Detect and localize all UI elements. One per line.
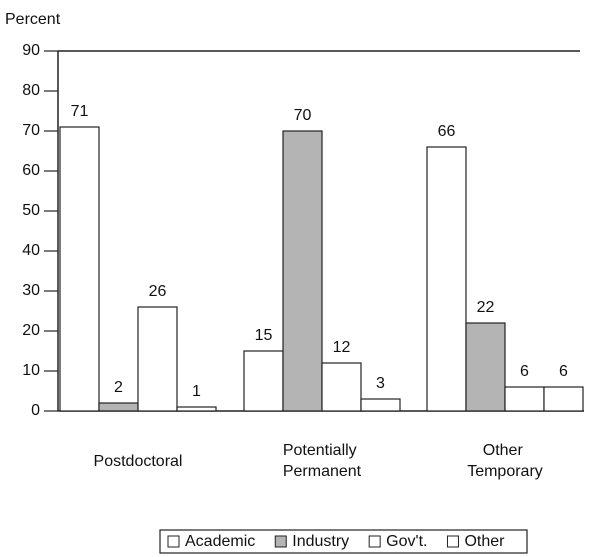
bar <box>426 146 467 412</box>
data-label: 66 <box>438 123 456 140</box>
y-axis-label: Percent <box>5 11 61 28</box>
y-tick-label: 90 <box>22 42 40 59</box>
bar <box>137 306 178 412</box>
data-label: 2 <box>114 379 123 396</box>
legend-swatch <box>167 535 180 548</box>
legend-label: Academic <box>185 533 255 550</box>
y-tick-label: 70 <box>22 122 40 139</box>
legend-label: Other <box>464 533 505 550</box>
data-label: 6 <box>520 363 529 380</box>
data-label: 3 <box>376 375 385 392</box>
data-label: 70 <box>294 107 312 124</box>
y-tick-label: 60 <box>22 162 40 179</box>
data-label: 15 <box>255 327 273 344</box>
bar <box>504 386 545 412</box>
data-label: 1 <box>192 383 201 400</box>
data-label: 12 <box>333 339 351 356</box>
y-tick-label: 50 <box>22 202 40 219</box>
data-label: 71 <box>71 103 89 120</box>
y-tick-label: 40 <box>22 242 40 259</box>
bar <box>360 398 401 412</box>
legend-label: Industry <box>292 533 349 550</box>
data-label: 26 <box>149 283 167 300</box>
y-tick-label: 0 <box>31 402 40 419</box>
x-tick-label: Other Temporary <box>467 442 543 480</box>
bar <box>465 322 506 412</box>
bar <box>321 362 362 412</box>
y-tick-label: 10 <box>22 362 40 379</box>
legend-box <box>159 529 528 554</box>
x-tick-label: Postdoctoral <box>94 453 183 470</box>
bar <box>543 386 584 412</box>
data-label: 6 <box>559 363 568 380</box>
bar <box>176 406 217 412</box>
legend-swatch <box>274 535 287 548</box>
bar <box>282 130 323 412</box>
bar <box>59 126 100 412</box>
y-tick-label: 30 <box>22 282 40 299</box>
x-tick-label: Potentially Permanent <box>283 442 362 480</box>
legend-swatch <box>446 535 459 548</box>
y-tick-label: 80 <box>22 82 40 99</box>
bar <box>98 402 139 412</box>
data-label: 22 <box>477 299 495 316</box>
legend-label: Gov't. <box>386 533 427 550</box>
legend-swatch <box>368 535 381 548</box>
y-tick-label: 20 <box>22 322 40 339</box>
bar <box>243 350 284 412</box>
